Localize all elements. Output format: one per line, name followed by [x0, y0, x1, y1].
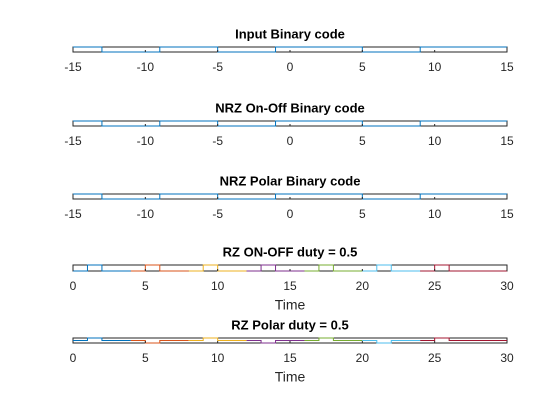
signal-line [304, 337, 363, 341]
signal-line [362, 340, 421, 344]
x-tick-label: -10 [137, 207, 155, 221]
x-tick-label: 20 [356, 279, 370, 293]
x-tick-label: 0 [70, 351, 77, 365]
signal-line [420, 264, 507, 272]
x-tick-label: 15 [500, 60, 514, 74]
x-axis-label: Time [275, 369, 306, 385]
x-tick-label: 10 [428, 207, 442, 221]
x-tick-label: 0 [70, 279, 77, 293]
x-tick-label: -5 [212, 60, 223, 74]
signal-line [130, 264, 189, 272]
x-tick-label: 20 [356, 351, 370, 365]
signal-line [304, 264, 363, 272]
x-tick-label: -5 [212, 134, 223, 148]
signal-line [188, 264, 247, 272]
signal-line [188, 337, 247, 341]
signal-line [73, 120, 507, 127]
x-tick-label: 10 [211, 279, 225, 293]
signal-line [362, 264, 421, 272]
x-tick-label: -15 [64, 60, 82, 74]
x-tick-label: 30 [500, 279, 514, 293]
x-tick-label: 0 [287, 207, 294, 221]
x-tick-label: 5 [142, 279, 149, 293]
subplot-title: NRZ Polar Binary code [220, 173, 361, 188]
x-tick-label: 15 [283, 279, 297, 293]
x-tick-label: 10 [428, 134, 442, 148]
x-tick-label: 0 [287, 60, 294, 74]
x-tick-label: 10 [428, 60, 442, 74]
signal-line [420, 337, 507, 341]
x-tick-label: 25 [428, 351, 442, 365]
x-tick-label: -5 [212, 207, 223, 221]
x-tick-label: -15 [64, 207, 82, 221]
signal-line [130, 340, 189, 344]
subplot-title: Input Binary code [235, 26, 345, 41]
signal-line [73, 46, 507, 53]
x-tick-label: 15 [500, 207, 514, 221]
x-tick-label: -10 [137, 60, 155, 74]
x-tick-label: 5 [359, 134, 366, 148]
x-tick-label: 10 [211, 351, 225, 365]
x-tick-label: -10 [137, 134, 155, 148]
x-tick-label: 30 [500, 351, 514, 365]
x-tick-label: 5 [359, 207, 366, 221]
signal-line [73, 264, 131, 272]
signal-line [246, 340, 305, 344]
x-tick-label: 5 [142, 351, 149, 365]
x-tick-label: 0 [287, 134, 294, 148]
subplot-title: RZ Polar duty = 0.5 [231, 317, 348, 332]
signal-line [246, 264, 305, 272]
x-tick-label: -15 [64, 134, 82, 148]
signal-line [73, 337, 131, 341]
signal-line [73, 193, 507, 200]
x-tick-label: 15 [500, 134, 514, 148]
x-axis-label: Time [275, 297, 306, 313]
x-tick-label: 15 [283, 351, 297, 365]
subplot-title: RZ ON-OFF duty = 0.5 [223, 244, 358, 259]
subplot-title: NRZ On-Off Binary code [215, 100, 365, 115]
x-tick-label: 25 [428, 279, 442, 293]
x-tick-label: 5 [359, 60, 366, 74]
